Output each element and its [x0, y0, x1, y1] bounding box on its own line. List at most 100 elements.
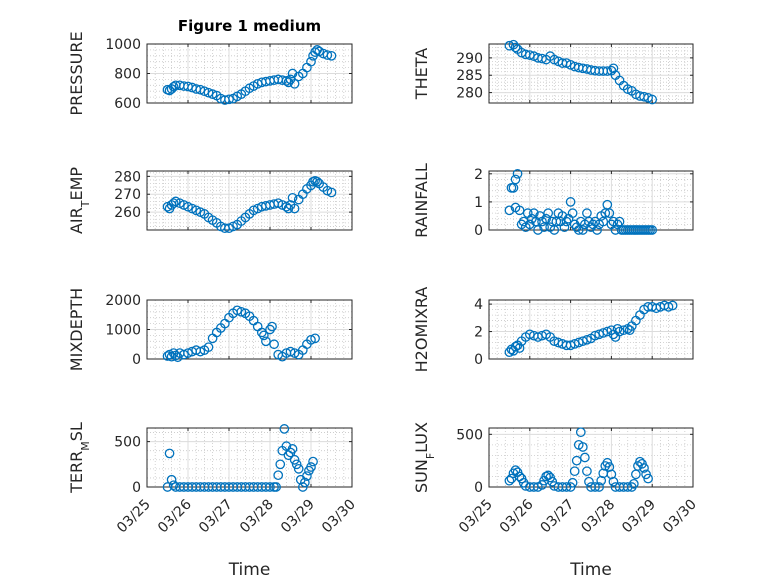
data-point	[608, 63, 619, 74]
ylabel-panel-7: SUNFLUX	[412, 422, 437, 493]
data-point	[590, 482, 600, 492]
data-point	[512, 168, 523, 179]
data-point	[602, 66, 613, 76]
y-tick-label: 600	[114, 96, 141, 112]
panel-pressure: 600 800 1000 PRESSURE Figure 1 medium	[67, 17, 353, 116]
panel-air-temp: 260 270 280 AIRTEMP	[67, 167, 353, 234]
x-tick-label: 03/26	[497, 496, 537, 536]
data-point	[168, 480, 179, 491]
data-point	[510, 341, 521, 352]
data-point	[504, 475, 515, 486]
data-point	[326, 187, 337, 198]
panel-sun-flux: 0 500 03/25 03/26 03/27 03/28 03/29 03/30 Time SU…	[412, 422, 700, 580]
data-point	[518, 216, 529, 227]
ylabel-panel-4: MIXDEPTH	[67, 288, 86, 371]
axes-box	[488, 299, 694, 360]
data-point	[183, 348, 193, 358]
y-tick-label: 2	[474, 167, 483, 183]
x-tick-label: 03/29	[619, 497, 659, 537]
data-point	[269, 339, 279, 350]
data-point	[577, 225, 588, 235]
data-point	[289, 454, 300, 465]
axes-box	[488, 43, 694, 104]
data-point	[631, 469, 641, 480]
x-tick-label: 03/29	[278, 497, 318, 537]
data-point	[273, 470, 284, 481]
figure-title: Figure 1 medium	[178, 17, 321, 35]
data-point	[602, 326, 613, 337]
data-point	[618, 325, 629, 336]
data-point	[203, 87, 214, 98]
x-tick-label: 03/25	[114, 497, 154, 537]
data-point	[639, 463, 649, 473]
data-point	[287, 444, 298, 454]
data-point	[285, 346, 296, 357]
x-tick-label: 03/26	[155, 496, 195, 536]
data-point	[258, 330, 269, 341]
y-tick-label: 4	[474, 297, 483, 313]
data-point	[628, 478, 639, 489]
data-point	[287, 192, 298, 203]
y-tick-label: 1000	[105, 323, 141, 339]
data-point	[569, 466, 580, 477]
data-point	[279, 424, 290, 434]
data-point	[533, 225, 543, 235]
ylabel-panel-2: AIRTEMP	[67, 167, 92, 234]
x-tick-label: 03/27	[196, 497, 236, 537]
y-tick-label: 500	[456, 427, 483, 443]
data-point	[322, 50, 333, 60]
axes-box	[488, 170, 694, 231]
x-tick-label: 03/25	[456, 497, 496, 537]
data-point	[535, 211, 545, 221]
data-point	[297, 482, 308, 492]
data-point	[592, 225, 602, 235]
ylabel-panel-5: H2OMIXRA	[412, 287, 431, 373]
data-point	[514, 343, 525, 353]
x-tick-label: 03/30	[660, 497, 700, 537]
data-point	[647, 94, 658, 105]
data-point	[261, 336, 271, 347]
data-point	[577, 442, 588, 452]
data-point	[575, 427, 586, 438]
x-axis-label: Time	[569, 560, 612, 580]
data-point	[308, 456, 318, 467]
y-tick-label: 800	[114, 67, 141, 83]
data-point	[541, 213, 551, 224]
data-point	[306, 56, 316, 67]
data-point	[166, 474, 177, 485]
data-point	[561, 216, 572, 227]
y-tick-label: 280	[114, 169, 141, 185]
data-point	[594, 482, 605, 492]
y-tick-label: 0	[474, 223, 483, 239]
ylabel-panel-3: RAINFALL	[412, 163, 431, 238]
data-point	[168, 198, 179, 209]
data-point	[622, 482, 633, 492]
data-point	[207, 333, 218, 344]
panel-rainfall: 0 1 2 RAINFALL	[412, 163, 694, 239]
data-point	[543, 208, 554, 218]
data-point	[312, 176, 322, 187]
y-tick-label: 270	[114, 187, 141, 203]
data-point	[306, 462, 316, 472]
data-point	[256, 327, 267, 338]
data-point	[168, 81, 179, 92]
data-point	[510, 174, 521, 185]
data-point	[504, 347, 515, 357]
data-point	[179, 349, 189, 360]
data-point	[302, 471, 312, 481]
data-point	[289, 203, 300, 214]
ylabel-panel-1: THETA	[412, 48, 431, 100]
data-point	[612, 323, 623, 334]
data-point	[289, 348, 300, 358]
data-point	[582, 466, 592, 477]
data-point	[199, 86, 210, 97]
data-point	[265, 482, 275, 492]
y-tick-label: 290	[456, 51, 483, 67]
data-point	[565, 197, 576, 207]
data-point	[275, 459, 286, 470]
data-point	[299, 477, 310, 488]
y-tick-label: 260	[114, 205, 141, 221]
